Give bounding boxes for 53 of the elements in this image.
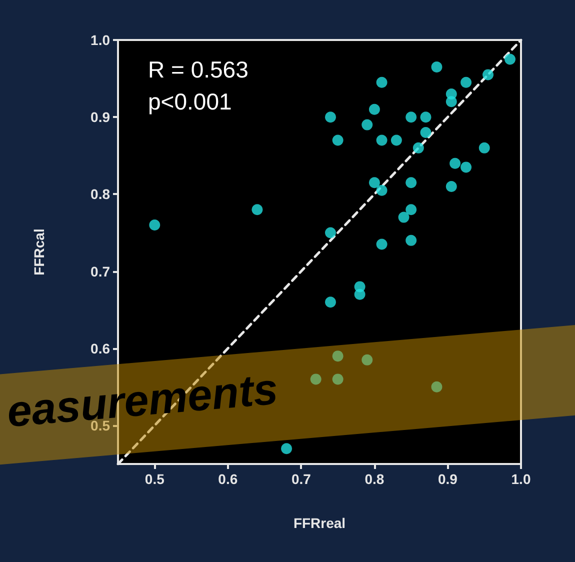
x-tick-label: 1.0 bbox=[511, 471, 531, 487]
x-tick-label: 0.6 bbox=[218, 471, 238, 487]
point bbox=[354, 288, 366, 300]
point bbox=[406, 112, 417, 123]
point bbox=[368, 104, 380, 115]
point bbox=[332, 350, 344, 362]
point bbox=[450, 158, 461, 169]
point bbox=[362, 119, 373, 130]
point bbox=[431, 61, 442, 72]
point bbox=[482, 69, 494, 80]
y-tick-label: 0.9 bbox=[90, 109, 110, 126]
y-tick-label: 1.0 bbox=[90, 32, 110, 48]
point bbox=[252, 204, 263, 216]
point bbox=[332, 134, 344, 146]
point bbox=[446, 96, 457, 108]
point bbox=[376, 184, 388, 196]
point bbox=[398, 212, 410, 223]
point bbox=[325, 296, 336, 308]
point bbox=[376, 238, 388, 250]
point bbox=[325, 112, 336, 123]
point bbox=[412, 142, 424, 154]
point bbox=[332, 374, 344, 385]
point bbox=[460, 76, 472, 88]
annotation: R = 0.563 bbox=[148, 56, 248, 82]
y-axis-title: FFRcal bbox=[31, 228, 47, 276]
point bbox=[368, 177, 380, 188]
point bbox=[310, 374, 322, 385]
point bbox=[281, 443, 292, 454]
annotation: p<0.001 bbox=[148, 88, 232, 114]
point bbox=[390, 134, 402, 146]
point bbox=[376, 134, 388, 146]
y-tick-label: 0.7 bbox=[90, 263, 110, 280]
x-tick-label: 0.5 bbox=[144, 471, 165, 487]
x-axis-title: FFRreal bbox=[293, 515, 346, 531]
point bbox=[504, 54, 516, 65]
point bbox=[406, 204, 417, 216]
point bbox=[420, 112, 432, 123]
point bbox=[406, 177, 417, 188]
y-tick-label: 0.8 bbox=[90, 186, 110, 202]
point bbox=[446, 180, 457, 192]
point bbox=[431, 381, 442, 392]
point bbox=[362, 354, 373, 366]
x-tick-label: 0.9 bbox=[438, 471, 458, 487]
point bbox=[478, 142, 490, 154]
x-tick-label: 0.7 bbox=[291, 471, 312, 487]
point bbox=[149, 220, 160, 231]
y-tick-label: 0.6 bbox=[90, 340, 110, 356]
point bbox=[460, 162, 472, 173]
x-tick-label: 0.8 bbox=[364, 471, 384, 487]
point bbox=[420, 127, 432, 138]
point bbox=[406, 234, 417, 246]
point bbox=[325, 227, 336, 238]
point bbox=[376, 76, 388, 88]
